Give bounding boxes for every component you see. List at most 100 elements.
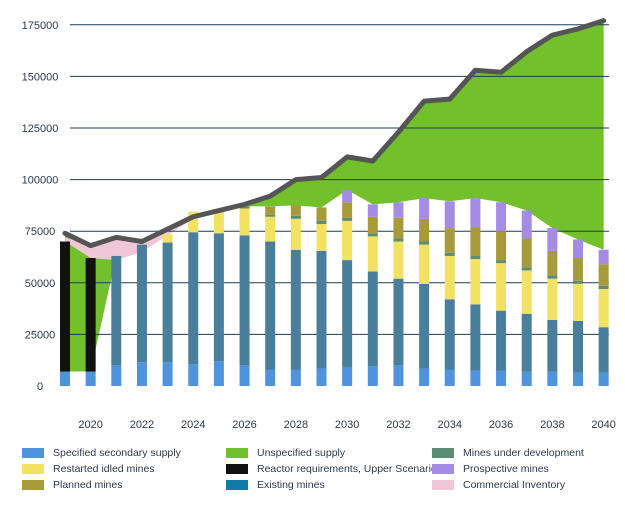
bar-existing-mines bbox=[290, 249, 301, 370]
legend-item-specified-secondary-supply: Specified secondary supply bbox=[22, 447, 181, 459]
legend-label: Prospective mines bbox=[463, 463, 549, 475]
bar-restarted-idled-mines bbox=[573, 283, 583, 321]
bar-restarted-idled-mines bbox=[162, 234, 173, 243]
bar-existing-mines bbox=[136, 244, 147, 363]
bar-mines-under-development bbox=[316, 220, 327, 224]
bar-mines-under-development bbox=[290, 215, 301, 219]
bar-specified-secondary-supply bbox=[598, 372, 609, 386]
requirements-line bbox=[62, 18, 607, 249]
bar-restarted-idled-mines bbox=[290, 218, 301, 250]
bar-existing-mines bbox=[419, 283, 430, 369]
bar-specified-secondary-supply bbox=[188, 364, 199, 386]
bar-restarted-idled-mines bbox=[213, 211, 224, 234]
bar-planned-mines bbox=[419, 218, 430, 242]
bar-restarted-idled-mines bbox=[496, 263, 507, 311]
x-tick-label: 2036 bbox=[489, 419, 513, 431]
bar-existing-mines bbox=[573, 320, 583, 373]
bar-specified-secondary-supply bbox=[393, 365, 404, 386]
bar-planned-mines bbox=[444, 228, 455, 253]
x-tick-label: 2030 bbox=[335, 419, 359, 431]
legend-label: Restarted idled mines bbox=[53, 463, 155, 475]
bar-specified-secondary-supply bbox=[265, 369, 276, 386]
bar-planned-mines bbox=[342, 202, 353, 218]
legend-swatch bbox=[226, 464, 248, 474]
bar-prospective-mines bbox=[444, 201, 455, 229]
bar-mines-under-development bbox=[521, 267, 532, 271]
bar-existing-mines bbox=[342, 260, 353, 368]
bar-existing-mines bbox=[265, 241, 276, 370]
bar-restarted-idled-mines bbox=[598, 288, 609, 328]
bar-restarted-idled-mines bbox=[419, 244, 430, 284]
bar-prospective-mines bbox=[342, 189, 353, 203]
bar-existing-mines bbox=[598, 327, 609, 373]
x-tick-label: 2020 bbox=[78, 419, 102, 431]
legend-swatch bbox=[226, 448, 248, 458]
bar-mines-under-development bbox=[265, 214, 276, 217]
bar-specified-secondary-supply bbox=[111, 365, 122, 386]
bar-planned-mines bbox=[573, 258, 583, 281]
legend-item-reactor-requirements: Reactor requirements, Upper Scenario bbox=[226, 463, 437, 475]
legend-swatch bbox=[22, 480, 44, 490]
legend-swatch bbox=[432, 448, 454, 458]
bar-restarted-idled-mines bbox=[342, 220, 353, 261]
supply-demand-chart: 0 25000 50000 75000 100000 125000 150000 175000… bbox=[22, 18, 616, 431]
bar-planned-mines bbox=[521, 238, 532, 268]
bar-specified-secondary-supply bbox=[419, 368, 430, 386]
bar-mines-under-development bbox=[239, 206, 250, 209]
bar-restarted-idled-mines bbox=[188, 211, 199, 233]
bar-specified-secondary-supply bbox=[213, 361, 224, 386]
bar-existing-mines bbox=[444, 299, 455, 370]
bar-restarted-idled-mines bbox=[393, 241, 404, 279]
x-tick-label: 2024 bbox=[181, 419, 205, 431]
legend-swatch bbox=[22, 464, 44, 474]
bar-specified-secondary-supply bbox=[496, 370, 507, 386]
legend-item-mines-under-development: Mines under development bbox=[432, 447, 584, 459]
bar-restarted-idled-mines bbox=[316, 223, 327, 251]
bar-existing-mines bbox=[239, 235, 250, 366]
bar-mines-under-development bbox=[367, 233, 378, 237]
y-tick-label: 75000 bbox=[25, 226, 56, 238]
bar-prospective-mines bbox=[419, 198, 430, 219]
bar-existing-mines bbox=[496, 310, 507, 371]
bar-existing-mines bbox=[393, 278, 404, 366]
bar-restarted-idled-mines bbox=[444, 255, 455, 300]
bar-specified-secondary-supply bbox=[85, 371, 96, 386]
bar-restarted-idled-mines bbox=[239, 208, 250, 236]
bar-specified-secondary-supply bbox=[521, 371, 532, 386]
bar-reactor-requirements bbox=[60, 241, 70, 372]
bar-restarted-idled-mines bbox=[265, 216, 276, 242]
bar-prospective-mines bbox=[598, 249, 609, 265]
bar-planned-mines bbox=[393, 217, 404, 239]
y-tick-label: 150000 bbox=[22, 71, 59, 83]
unspecified-supply-area bbox=[65, 20, 604, 372]
legend-label: Specified secondary supply bbox=[53, 447, 181, 459]
bar-specified-secondary-supply bbox=[60, 371, 70, 386]
bar-planned-mines bbox=[367, 216, 378, 234]
commercial-inventory-area bbox=[65, 216, 194, 261]
bar-mines-under-development bbox=[393, 238, 404, 242]
bar-existing-mines bbox=[213, 233, 224, 362]
legend-swatch bbox=[226, 480, 248, 490]
bar-mines-under-development bbox=[573, 280, 583, 284]
bar-restarted-idled-mines bbox=[521, 270, 532, 314]
bar-existing-mines bbox=[547, 319, 558, 372]
bar-existing-mines bbox=[111, 255, 122, 366]
y-tick-label: 125000 bbox=[22, 123, 59, 135]
bar-planned-mines bbox=[470, 227, 481, 256]
x-tick-label: 2032 bbox=[386, 419, 410, 431]
y-tick-label: 175000 bbox=[22, 20, 59, 32]
legend-swatch bbox=[432, 464, 454, 474]
x-tick-label: 2034 bbox=[438, 419, 462, 431]
bar-mines-under-development bbox=[444, 252, 455, 256]
bar-specified-secondary-supply bbox=[290, 369, 301, 386]
legend-label: Commercial Inventory bbox=[463, 479, 566, 491]
bar-planned-mines bbox=[265, 206, 276, 215]
bar-prospective-mines bbox=[521, 210, 532, 239]
x-tick-label: 2038 bbox=[540, 419, 564, 431]
bar-specified-secondary-supply bbox=[316, 368, 327, 386]
bar-specified-secondary-supply bbox=[573, 372, 583, 386]
bar-restarted-idled-mines bbox=[547, 278, 558, 320]
x-tick-label: 2028 bbox=[284, 419, 308, 431]
bar-mines-under-development bbox=[547, 275, 558, 279]
bar-prospective-mines bbox=[393, 202, 404, 218]
